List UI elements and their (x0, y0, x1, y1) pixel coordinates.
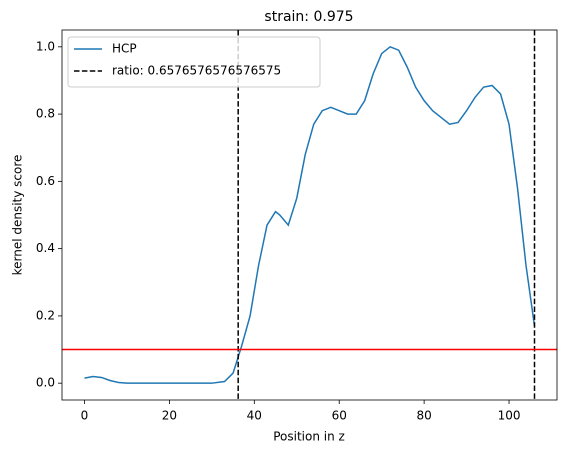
legend-label: HCP (112, 42, 137, 56)
x-axis-label: Position in z (273, 430, 345, 444)
x-tick-label: 20 (162, 409, 177, 423)
y-tick-label: 0.2 (36, 308, 55, 322)
x-tick-label: 80 (416, 409, 431, 423)
plot-frame (61, 29, 558, 401)
x-tick-label: 60 (332, 409, 347, 423)
y-tick-label: 0.0 (36, 376, 55, 390)
y-axis-label: kernel density score (11, 155, 25, 276)
legend-label: ratio: 0.6576576576576575 (112, 64, 281, 78)
y-tick-label: 0.6 (36, 174, 55, 188)
line (84, 45, 536, 384)
x-tick-label: 0 (81, 409, 89, 423)
chart-title: strain: 0.975 (264, 9, 353, 25)
x-tick-label: 100 (498, 409, 521, 423)
x-tick-label: 40 (247, 409, 262, 423)
y-tick-label: 0.8 (36, 107, 55, 121)
y-tick-label: 1.0 (36, 39, 55, 53)
y-tick-label: 0.4 (36, 241, 55, 255)
legend-box (67, 36, 321, 88)
